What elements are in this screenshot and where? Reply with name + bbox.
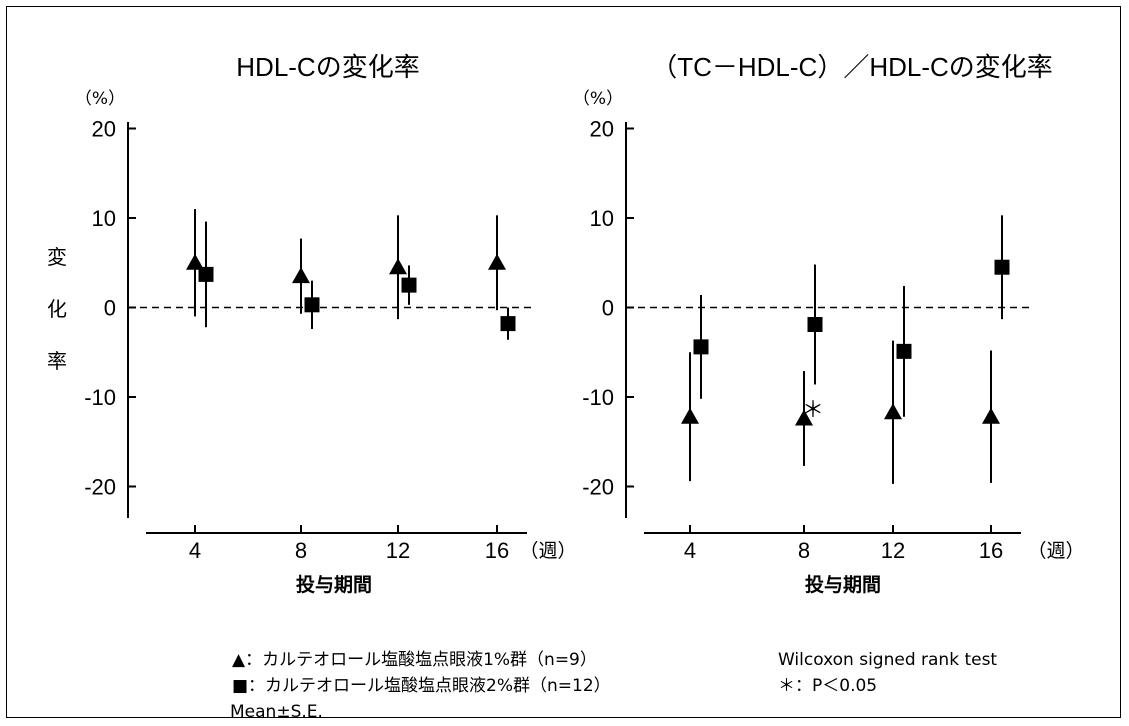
data-marks: [681, 215, 1010, 484]
legend-groups: ▲：カルテオロール塩酸塩点眼液1%群（n=9） ■：カルテオロール塩酸塩点眼液2…: [230, 647, 611, 725]
axes: 20 10 0 -10 -20 4 8 12 16: [582, 117, 1029, 563]
y-tick-label: 20: [92, 117, 116, 142]
axes: 20 10 0 -10 -20 4 8 12 16: [84, 117, 535, 563]
y-unit-label: （%）: [75, 89, 125, 109]
triangle-point: [292, 267, 310, 284]
y-tick-label: -10: [582, 385, 614, 410]
x-unit-label: （週）: [519, 540, 576, 562]
square-point: [304, 297, 320, 313]
triangle-point: [488, 253, 506, 270]
legend-statistics: Wilcoxon signed rank test ＊：P＜0.05: [778, 647, 997, 699]
chart-title: （TC－HDL-C）／HDL-Cの変化率: [651, 52, 1053, 82]
x-tick-label: 4: [684, 538, 696, 563]
x-tick-label: 8: [798, 538, 810, 563]
legend-entry-1pct: ▲：カルテオロール塩酸塩点眼液1%群（n=9）: [232, 650, 597, 670]
y-axis-title-char: 変: [47, 245, 67, 269]
y-unit-label: （%）: [573, 89, 623, 109]
y-tick-label: 20: [590, 117, 614, 142]
triangle-point: [389, 258, 407, 275]
y-tick-label: -20: [84, 475, 116, 500]
chart-panel-ratio: （TC－HDL-C）／HDL-Cの変化率 （%） （週） 投与期間 ＊ 2010…: [573, 52, 1085, 596]
x-tick-label: 16: [485, 538, 509, 563]
triangle-point: [186, 253, 204, 270]
y-tick-label: 0: [602, 296, 614, 321]
y-tick-label: 0: [104, 296, 116, 321]
triangle-point: [982, 407, 1000, 424]
chart-title: HDL-Cの変化率: [236, 52, 419, 82]
y-axis-title-char: 化: [47, 297, 67, 321]
triangle-point: [681, 407, 699, 424]
triangle-point: [884, 403, 902, 420]
x-tick-label: 8: [295, 538, 307, 563]
square-point: [401, 277, 417, 293]
square-point: [807, 317, 823, 333]
chart-panel-hdl: HDL-Cの変化率 （%） （週） 投与期間 変化率 20 10 0 -10 -20 4 8…: [47, 52, 577, 596]
triangle-point: [795, 409, 813, 426]
square-point: [896, 343, 912, 359]
x-axis-title: 投与期間: [805, 573, 881, 596]
square-point: [198, 266, 214, 282]
legend-test-name: Wilcoxon signed rank test: [778, 650, 998, 670]
y-tick-label: -20: [582, 475, 614, 500]
x-axis-title: 投与期間: [296, 573, 372, 596]
legend-mean-se: Mean±S.E.: [230, 702, 323, 722]
y-axis-title-char: 率: [47, 349, 67, 373]
y-tick-label: 10: [92, 206, 116, 231]
x-tick-label: 4: [189, 538, 201, 563]
square-point: [500, 316, 516, 332]
y-tick-label: -10: [84, 385, 116, 410]
square-point: [994, 259, 1010, 275]
y-axis-title: 変化率: [47, 245, 67, 373]
data-marks: [186, 209, 516, 340]
legend-entry-2pct: ■：カルテオロール塩酸塩点眼液2%群（n=12）: [232, 676, 611, 696]
x-tick-label: 12: [881, 538, 905, 563]
x-tick-label: 12: [386, 538, 410, 563]
x-unit-label: （週）: [1027, 540, 1084, 562]
y-tick-label: 10: [590, 206, 614, 231]
figure-frame: [6, 6, 1121, 718]
legend-significance: ＊：P＜0.05: [778, 676, 878, 696]
x-tick-label: 16: [979, 538, 1003, 563]
square-point: [693, 339, 709, 355]
